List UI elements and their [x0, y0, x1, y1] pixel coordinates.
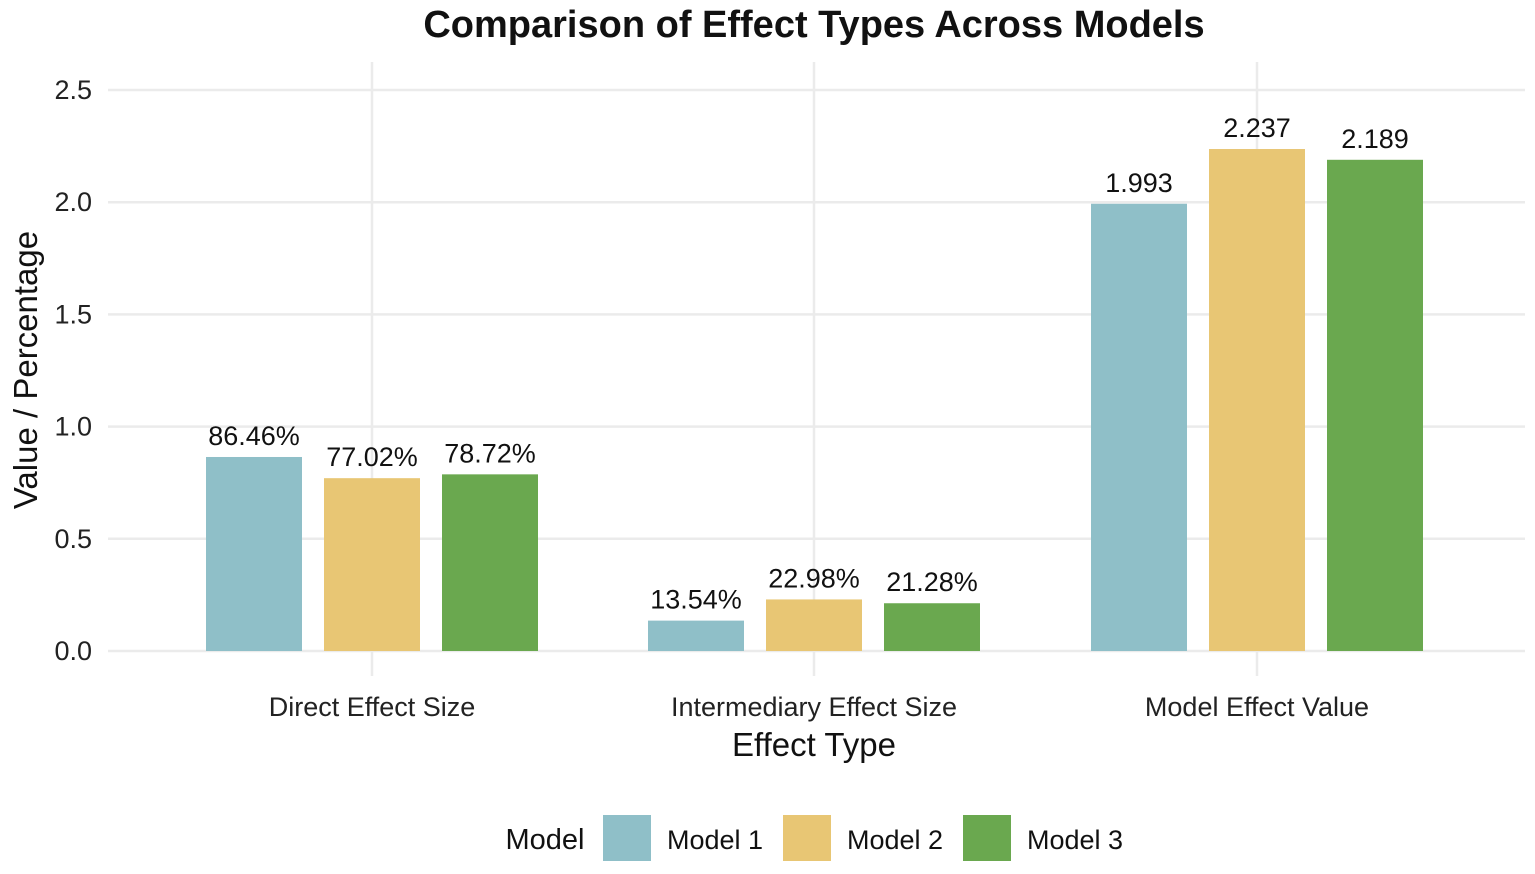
bar-value-label: 2.189 [1341, 124, 1409, 154]
legend-swatch [963, 815, 1011, 861]
bar-value-label: 78.72% [444, 438, 536, 468]
bar-model-1 [206, 456, 302, 651]
legend-entry: Model 3 [1027, 825, 1123, 855]
bar-value-label: 1.993 [1105, 168, 1173, 198]
y-tick-label: 1.0 [54, 412, 92, 442]
bar-value-label: 13.54% [650, 585, 742, 615]
y-tick-label: 0.5 [54, 524, 92, 554]
x-axis-ticks: Direct Effect Size Intermediary Effect Si… [269, 692, 1369, 722]
legend-title: Model [506, 824, 585, 856]
y-tick-label: 2.0 [54, 187, 92, 217]
bar-model-1 [1091, 203, 1187, 651]
chart-title: Comparison of Effect Types Across Models [423, 4, 1204, 46]
y-axis-title: Value / Percentage [7, 231, 44, 509]
x-tick-label: Model Effect Value [1145, 692, 1369, 722]
bars [206, 149, 1423, 652]
bar-labels: 86.46% 13.54% 1.993 77.02% 22.98% 2.237 78.72%… [208, 113, 1409, 615]
bar-value-label: 77.02% [326, 442, 418, 472]
bar-model-1 [648, 620, 744, 651]
bar-model-2 [324, 478, 420, 651]
x-tick-label: Direct Effect Size [269, 692, 476, 722]
y-tick-label: 0.0 [54, 636, 92, 666]
bar-model-3 [1327, 159, 1423, 652]
bar-model-2 [1209, 149, 1305, 651]
y-tick-label: 1.5 [54, 299, 92, 329]
legend-entry: Model 1 [667, 825, 763, 855]
bar-value-label: 22.98% [768, 563, 860, 593]
bar-value-label: 86.46% [208, 421, 300, 451]
bar-model-3 [884, 603, 980, 651]
bar-value-label: 21.28% [886, 567, 978, 597]
bar-value-label: 2.237 [1223, 113, 1291, 143]
y-tick-label: 2.5 [54, 75, 92, 105]
y-axis-ticks: 0.0 0.5 1.0 1.5 2.0 2.5 [54, 75, 92, 666]
legend-entry: Model 2 [847, 825, 943, 855]
x-tick-label: Intermediary Effect Size [671, 692, 957, 722]
legend-swatch [603, 815, 651, 861]
bar-model-3 [442, 474, 538, 651]
x-axis-title: Effect Type [732, 726, 896, 763]
bar-model-2 [766, 599, 862, 651]
legend: Model Model 1 Model 2 Model 3 [506, 815, 1123, 861]
legend-swatch [783, 815, 831, 861]
